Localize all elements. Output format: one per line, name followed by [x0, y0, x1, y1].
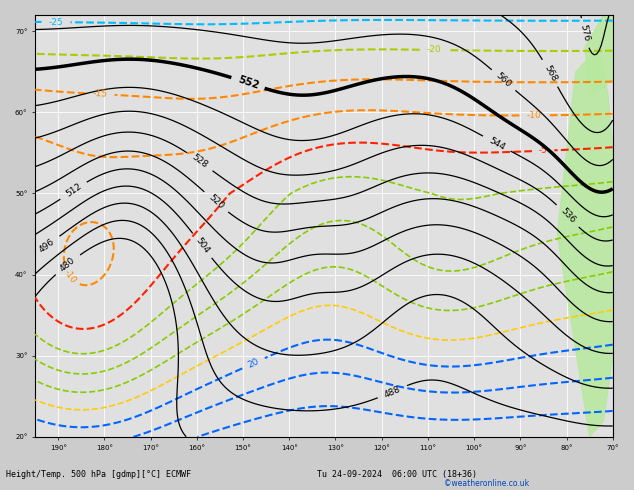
Text: -25: -25: [49, 18, 63, 26]
Text: 480: 480: [58, 255, 77, 273]
Text: Tu 24-09-2024  06:00 UTC (18+36): Tu 24-09-2024 06:00 UTC (18+36): [317, 470, 477, 479]
Text: -20: -20: [427, 45, 441, 54]
Text: 512: 512: [64, 182, 83, 199]
Text: 20: 20: [247, 357, 261, 370]
Text: ©weatheronline.co.uk: ©weatheronline.co.uk: [444, 479, 529, 488]
Text: Height/Temp. 500 hPa [gdmp][°C] ECMWF: Height/Temp. 500 hPa [gdmp][°C] ECMWF: [6, 470, 191, 479]
Polygon shape: [585, 15, 612, 96]
Text: 568: 568: [542, 63, 558, 83]
Text: 504: 504: [193, 236, 211, 255]
Text: 520: 520: [207, 193, 226, 211]
Text: 544: 544: [487, 136, 507, 152]
Text: 560: 560: [494, 71, 513, 89]
Text: 552: 552: [236, 74, 260, 91]
Text: 576: 576: [579, 24, 591, 43]
Text: 536: 536: [559, 207, 577, 225]
Text: -5: -5: [538, 146, 548, 155]
Text: -15: -15: [93, 89, 108, 99]
Text: 488: 488: [383, 384, 402, 399]
Text: 496: 496: [37, 237, 56, 254]
Text: -10: -10: [62, 268, 78, 285]
Text: 528: 528: [190, 153, 209, 171]
Polygon shape: [557, 48, 612, 437]
Text: -10: -10: [526, 111, 541, 120]
